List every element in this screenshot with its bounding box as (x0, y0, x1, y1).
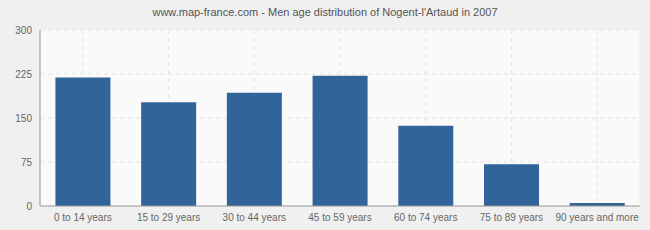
svg-text:225: 225 (15, 69, 32, 80)
svg-text:0 to 14 years: 0 to 14 years (54, 212, 112, 223)
svg-text:15 to 29 years: 15 to 29 years (137, 212, 200, 223)
svg-text:0: 0 (26, 201, 32, 212)
svg-text:150: 150 (15, 113, 32, 124)
svg-text:45 to 59 years: 45 to 59 years (308, 212, 371, 223)
svg-text:75: 75 (21, 157, 33, 168)
svg-text:300: 300 (15, 25, 32, 36)
svg-text:75 to 89 years: 75 to 89 years (480, 212, 543, 223)
svg-text:60 to 74 years: 60 to 74 years (394, 212, 457, 223)
svg-text:30 to 44 years: 30 to 44 years (223, 212, 286, 223)
html-text:www.map-france.com - Men age d: www.map-france.com - Men age distributio… (152, 6, 498, 18)
svg-text:90 years and more: 90 years and more (555, 212, 639, 223)
